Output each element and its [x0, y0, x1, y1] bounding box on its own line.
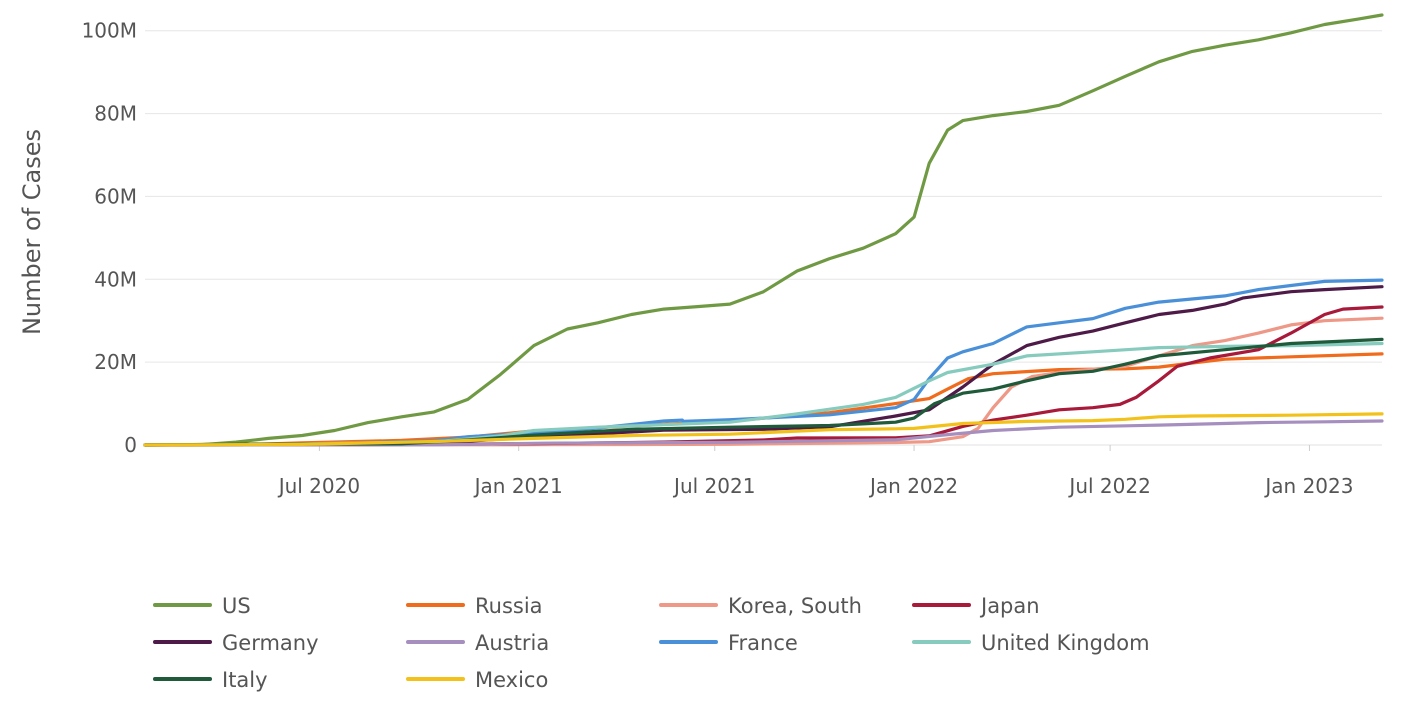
legend-label: Germany: [222, 631, 319, 655]
legend-item[interactable]: Italy: [153, 668, 268, 692]
series-line-austria: [143, 419, 1384, 447]
y-tick-label: 0: [124, 433, 137, 457]
legend-item[interactable]: France: [659, 631, 798, 655]
y-axis-title: Number of Cases: [18, 129, 46, 335]
y-tick-label: 20M: [94, 350, 137, 374]
x-tick-label: Jan 2023: [1263, 474, 1353, 498]
series-line-united-kingdom: [143, 341, 1384, 447]
x-tick-label: Jan 2022: [868, 474, 958, 498]
legend-item[interactable]: Germany: [153, 631, 319, 655]
y-tick-label: 40M: [94, 267, 137, 291]
legend-item[interactable]: Mexico: [406, 668, 548, 692]
legend-label: US: [222, 594, 251, 618]
series-line-germany: [143, 285, 1384, 447]
x-axis: Jul 2020 Jan 2021 Jul 2021 Jan 2022 Jul 2022…: [277, 445, 1353, 498]
x-tick-label: Jul 2022: [1067, 474, 1150, 498]
legend-label: Mexico: [475, 668, 548, 692]
legend-label: Italy: [222, 668, 268, 692]
plot-area: [143, 13, 1384, 447]
legend-item[interactable]: US: [153, 594, 251, 618]
legend-label: Korea, South: [728, 594, 862, 618]
y-tick-label: 60M: [94, 184, 137, 208]
legend-label: United Kingdom: [981, 631, 1150, 655]
legend-label: Austria: [475, 631, 549, 655]
gridlines: [145, 30, 1382, 446]
series-line-mexico: [143, 412, 1384, 447]
y-tick-label: 80M: [94, 102, 137, 126]
x-tick-label: Jan 2021: [473, 474, 563, 498]
y-tick-label: 100M: [82, 19, 137, 43]
y-axis: 0 20M 40M 60M 80M 100M: [82, 19, 137, 457]
series-line-korea-south: [143, 316, 1384, 447]
x-tick-label: Jul 2021: [672, 474, 755, 498]
legend: US Russia Korea, South Japan Germany Austria F…: [153, 594, 1150, 692]
series-line-us: [143, 13, 1384, 447]
series-line-france: [143, 278, 1384, 447]
legend-item[interactable]: United Kingdom: [912, 631, 1150, 655]
legend-item[interactable]: Japan: [912, 594, 1040, 618]
legend-item[interactable]: Russia: [406, 594, 543, 618]
legend-label: Japan: [979, 594, 1040, 618]
legend-item[interactable]: Austria: [406, 631, 549, 655]
x-tick-label: Jul 2020: [277, 474, 360, 498]
legend-item[interactable]: Korea, South: [659, 594, 862, 618]
legend-label: France: [728, 631, 798, 655]
legend-label: Russia: [475, 594, 543, 618]
